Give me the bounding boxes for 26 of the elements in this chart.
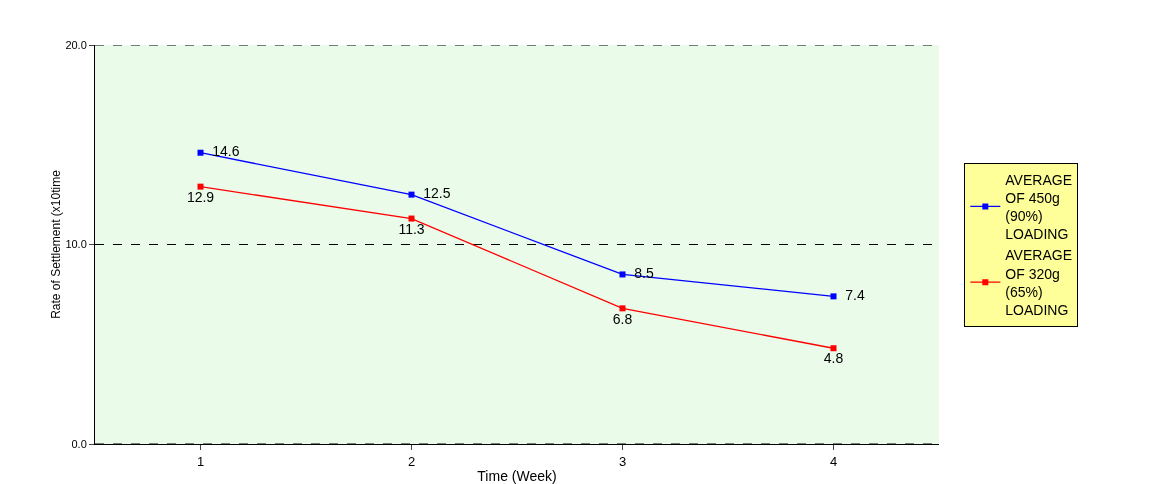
y-axis-title: Rate of Settlement (x10time (49, 169, 64, 319)
y-tick-label: 20.0 (65, 38, 87, 51)
point (408, 215, 415, 222)
x-tick-label: 1 (196, 453, 205, 469)
data-label: 11.3 (398, 220, 425, 237)
data-label: 12.5 (416, 185, 451, 202)
point (830, 345, 837, 352)
data-label: 6.8 (612, 310, 633, 327)
point (197, 183, 204, 190)
x-tick-label: 2 (407, 453, 416, 469)
x-tick-label: 4 (829, 453, 838, 469)
point (619, 305, 626, 312)
y-tick-label: 0.0 (71, 437, 87, 450)
point (197, 149, 204, 156)
point (408, 191, 415, 198)
data-label: 7.4 (838, 286, 865, 303)
y-tick-label: 10.0 (65, 238, 87, 251)
x-axis-title: Time (Week) (477, 468, 557, 484)
point (830, 293, 837, 300)
data-label: 4.8 (823, 350, 844, 367)
data-label: 14.6 (205, 143, 240, 160)
legend-label: AVERAGE OF 450g (90%) LOADING (1005, 171, 1072, 243)
legend-label: AVERAGE OF 320g (65%) LOADING (1005, 247, 1072, 318)
point (619, 271, 626, 278)
data-label: 12.9 (186, 188, 215, 205)
x-tick-label: 3 (618, 453, 627, 469)
